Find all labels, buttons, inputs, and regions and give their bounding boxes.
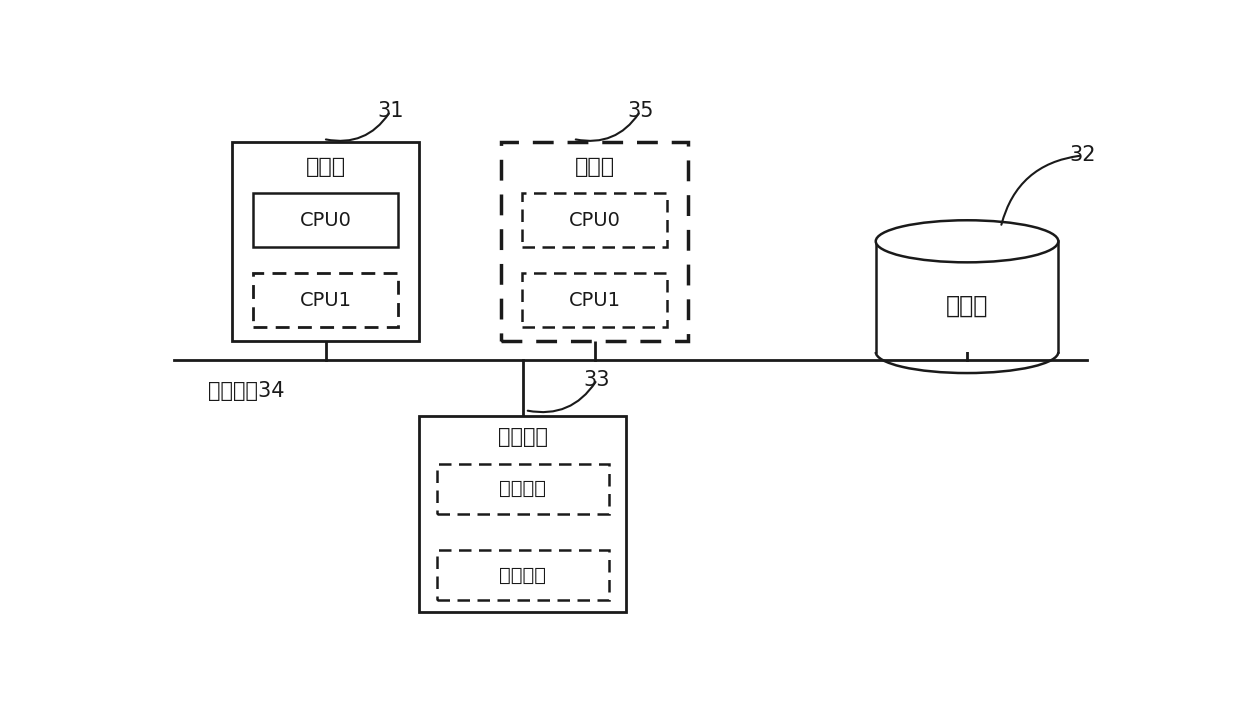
Bar [875,242,1058,352]
Text: CPU0: CPU0 [300,211,351,230]
Text: 通信总线34: 通信总线34 [208,381,284,400]
Text: 33: 33 [584,370,610,390]
Text: 存储器: 存储器 [946,293,988,318]
Bar [501,142,688,341]
Text: 35: 35 [627,101,653,122]
Text: 接收单元: 接收单元 [498,480,546,498]
Bar [253,273,398,327]
Bar [522,193,667,247]
Text: 发送单元: 发送单元 [498,565,546,585]
Bar [436,464,609,514]
Text: 通信接口: 通信接口 [497,427,548,446]
Bar [253,193,398,247]
Bar [419,416,626,613]
Text: 31: 31 [377,101,404,122]
Text: CPU1: CPU1 [300,290,352,310]
Text: CPU0: CPU0 [569,211,620,230]
Text: 处理器: 处理器 [574,157,615,177]
Ellipse shape [875,220,1059,262]
Text: 32: 32 [1069,145,1096,165]
Bar [522,273,667,327]
Bar [436,550,609,600]
Bar [232,142,419,341]
Text: CPU1: CPU1 [569,290,621,310]
Text: 处理器: 处理器 [305,157,346,177]
